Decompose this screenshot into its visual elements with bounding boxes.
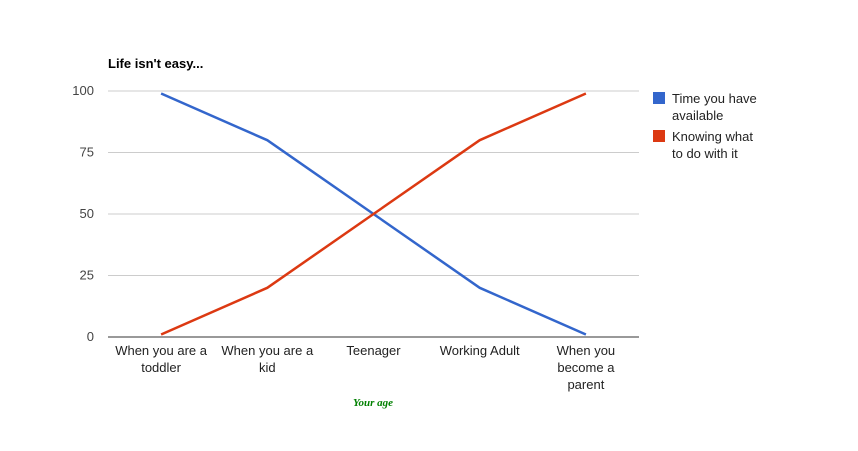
y-tick-label: 50 — [80, 206, 94, 221]
legend-label-1: Time you have available — [672, 91, 757, 123]
legend: Time you have available Knowing what to do … — [653, 91, 757, 161]
x-tick-label: Teenager — [346, 343, 401, 358]
x-tick-label: When you become a parent — [557, 343, 616, 392]
y-tick-label: 100 — [72, 83, 94, 98]
chart-title: Life isn't easy... — [108, 56, 203, 71]
y-tick-label: 75 — [80, 145, 94, 160]
legend-swatch-1 — [653, 92, 665, 104]
x-tick-label: When you are a toddler — [115, 343, 208, 375]
legend-label-2: Knowing what to do with it — [672, 129, 753, 161]
y-tick-label: 0 — [87, 329, 94, 344]
legend-swatch-2 — [653, 130, 665, 142]
x-axis-title: Your age — [353, 397, 393, 409]
x-tick-label: Working Adult — [440, 343, 520, 358]
y-axis-ticks: 0 25 50 75 100 — [72, 83, 94, 344]
y-tick-label: 25 — [80, 268, 94, 283]
series-lines — [160, 92, 587, 336]
x-axis-labels: When you are a toddler When you are a kid Te… — [115, 343, 615, 392]
x-tick-label: When you are a kid — [221, 343, 314, 375]
series-line-2 — [160, 92, 587, 336]
